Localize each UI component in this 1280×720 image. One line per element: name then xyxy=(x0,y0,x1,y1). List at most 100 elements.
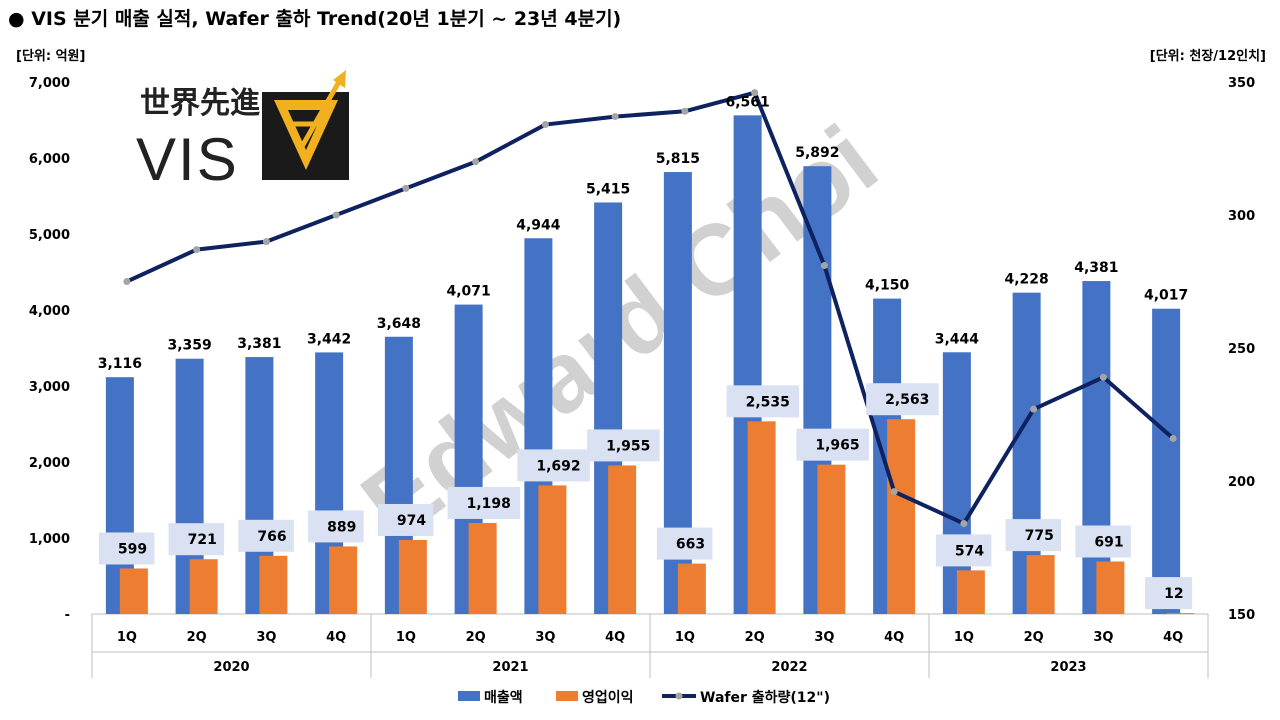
profit-data-label: 775 xyxy=(1025,528,1054,544)
quarter-label: 2Q xyxy=(466,630,486,645)
profit-bar xyxy=(1166,613,1195,615)
year-label: 2020 xyxy=(213,660,249,675)
quarter-label: 4Q xyxy=(884,630,904,645)
profit-data-label: 2,563 xyxy=(885,392,929,408)
profit-label-box xyxy=(726,385,800,418)
profit-bar xyxy=(1026,555,1055,614)
left-tick-label: 3,000 xyxy=(29,380,70,395)
profit-label-box xyxy=(447,486,521,519)
left-tick-label: 6,000 xyxy=(29,152,70,167)
revenue-data-label: 3,116 xyxy=(98,356,142,372)
revenue-data-label: 4,150 xyxy=(865,278,910,294)
revenue-data-label: 5,892 xyxy=(795,145,839,161)
left-tick-label: 2,000 xyxy=(29,456,70,471)
quarter-label: 4Q xyxy=(1163,630,1183,645)
quarter-label: 3Q xyxy=(535,630,555,645)
profit-data-label: 12 xyxy=(1164,586,1183,602)
quarter-label: 3Q xyxy=(814,630,834,645)
profit-bar xyxy=(398,539,427,614)
profit-data-label: 974 xyxy=(397,513,426,529)
vis-logo: 世界先進 VIS xyxy=(136,70,349,193)
revenue-data-label: 6,561 xyxy=(725,94,769,110)
profit-bar xyxy=(1096,561,1125,614)
legend-revenue-swatch xyxy=(458,691,480,701)
profit-label-box xyxy=(796,428,869,461)
profit-label-box xyxy=(866,383,939,416)
line-layer xyxy=(123,89,1177,528)
wafer-point xyxy=(193,246,201,254)
profit-label-box xyxy=(517,449,590,482)
revenue-bar xyxy=(1082,281,1111,614)
legend: 매출액 영업이익 Wafer 출하량(12") xyxy=(458,689,830,706)
profit-data-label: 691 xyxy=(1094,534,1123,550)
revenue-data-label: 3,444 xyxy=(935,331,980,347)
revenue-data-label: 3,442 xyxy=(307,331,351,347)
profit-label-box xyxy=(1145,577,1193,610)
profit-data-label: 1,692 xyxy=(536,458,580,474)
wafer-point xyxy=(960,520,968,528)
profit-label-box xyxy=(1005,519,1062,552)
profit-data-label: 889 xyxy=(327,519,356,535)
profit-data-label: 1,955 xyxy=(606,438,650,454)
profit-bar xyxy=(677,563,706,614)
profit-label-box xyxy=(1075,525,1131,558)
profit-label-box xyxy=(168,523,225,556)
profit-label-box xyxy=(935,534,992,567)
wafer-point xyxy=(751,89,759,97)
profit-bar xyxy=(817,464,846,614)
right-tick-label: 150 xyxy=(1228,608,1255,623)
quarter-label: 3Q xyxy=(1093,630,1113,645)
profit-label-box xyxy=(377,503,434,536)
logo-arrow-head-icon xyxy=(333,70,346,88)
wafer-point xyxy=(1030,405,1038,413)
revenue-data-label: 5,415 xyxy=(586,181,630,197)
quarter-label: 1Q xyxy=(954,630,974,645)
revenue-data-label: 4,071 xyxy=(446,284,490,300)
wafer-point xyxy=(890,488,898,496)
revenue-bar xyxy=(1152,308,1181,614)
revenue-data-label: 4,381 xyxy=(1074,260,1118,276)
left-tick-label: 5,000 xyxy=(29,228,70,243)
right-tick-label: 200 xyxy=(1228,475,1255,490)
year-label: 2021 xyxy=(492,660,528,675)
logo-emblem-arrow xyxy=(297,78,343,152)
quarter-label: 4Q xyxy=(326,630,346,645)
profit-data-label: 1,198 xyxy=(467,496,511,512)
wafer-point xyxy=(472,158,480,166)
profit-data-label: 721 xyxy=(188,532,217,548)
wafer-point xyxy=(681,107,689,115)
wafer-point xyxy=(123,278,131,285)
profit-label-box xyxy=(238,519,294,552)
legend-profit-label: 영업이익 xyxy=(582,689,634,706)
wafer-point xyxy=(1099,373,1107,381)
quarter-label: 4Q xyxy=(605,630,625,645)
revenue-data-label: 3,359 xyxy=(167,338,211,354)
profit-bar xyxy=(747,421,776,614)
wafer-point xyxy=(402,184,410,192)
revenue-data-label: 3,381 xyxy=(237,336,281,352)
profit-label-box xyxy=(98,532,155,565)
revenue-data-label: 5,815 xyxy=(656,151,700,167)
profit-bar xyxy=(189,559,218,614)
wafer-point xyxy=(611,113,619,121)
left-tick-label: 1,000 xyxy=(29,532,70,547)
profit-bar xyxy=(468,522,497,614)
quarter-label: 2Q xyxy=(745,630,765,645)
legend-profit-swatch xyxy=(556,691,578,701)
quarter-label: 1Q xyxy=(117,630,137,645)
profit-data-label: 2,535 xyxy=(746,394,790,410)
left-axis-unit: [단위: 억원] xyxy=(16,49,86,64)
legend-wafer-marker xyxy=(675,692,683,700)
profit-bar xyxy=(538,485,567,614)
profit-data-label: 599 xyxy=(118,541,147,557)
legend-wafer-label: Wafer 출하량(12") xyxy=(700,689,830,706)
left-tick-label: 4,000 xyxy=(29,304,70,319)
logo-vis-text: VIS xyxy=(136,126,239,193)
revenue-data-label: 4,944 xyxy=(516,217,561,233)
profit-label-box xyxy=(587,429,660,462)
profit-label-box xyxy=(656,527,713,560)
profit-data-label: 766 xyxy=(257,529,286,545)
logo-chinese-text: 世界先進 xyxy=(140,86,260,121)
profit-data-label: 574 xyxy=(955,543,984,559)
